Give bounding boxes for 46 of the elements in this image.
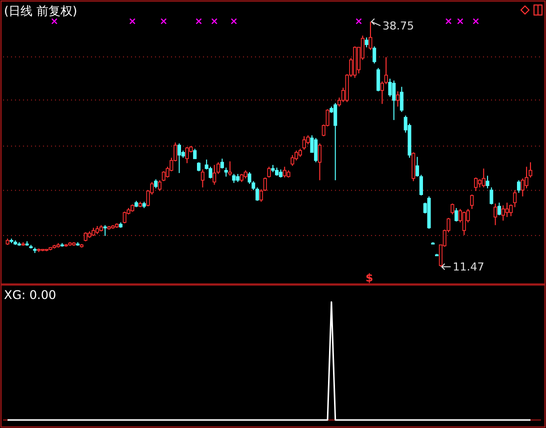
candlestick [185,146,189,164]
candlestick [482,168,486,188]
candlestick [193,148,197,160]
candlestick [212,164,216,186]
candlestick [470,194,474,210]
candlestick [103,224,107,236]
candlestick [474,177,478,192]
candlestick [486,175,490,189]
candlestick [122,211,126,224]
candlestick [516,180,521,194]
candlestick [396,90,400,108]
candlestick [490,186,494,205]
candlestick [177,142,182,174]
chart-title: XG: 0.00 [4,288,56,302]
chart-title: (日线 前复权) [4,4,78,18]
candlestick [200,168,204,188]
candlestick [364,36,368,48]
candlestick [454,208,458,222]
annotation: 38.75 [382,20,414,33]
candlestick [372,46,376,64]
candlestick [494,203,498,226]
candlestick [368,21,372,50]
candlestick [314,138,318,163]
candlestick [462,211,466,236]
candlestick [282,166,286,178]
candlestick [162,170,166,182]
candlestick [392,80,396,121]
candlestick [158,180,162,192]
annotation: 11.47 [452,260,484,274]
candlestick [501,204,505,222]
annotation: $ [365,272,374,284]
candlestick [302,136,306,150]
candlestick [513,190,517,208]
candlestick [290,154,294,166]
candlestick [228,160,232,176]
candlestick [524,166,528,189]
candlestick [400,86,404,112]
candlestick [450,203,454,215]
candlestick [505,202,509,218]
candlestick [497,202,502,216]
candlestick [509,204,513,217]
candlestick [334,102,338,181]
candlestick [388,78,392,98]
candlestick [376,67,380,92]
candlestick [318,142,322,181]
candlestick [267,166,271,178]
